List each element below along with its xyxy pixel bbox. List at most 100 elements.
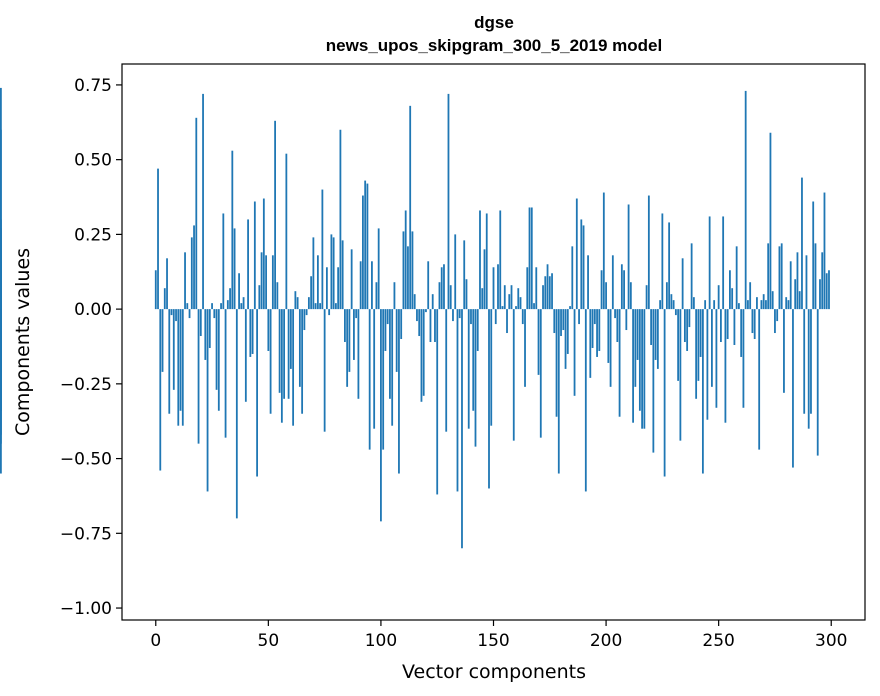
bar — [364, 180, 367, 310]
bar — [769, 132, 772, 310]
bar — [175, 309, 177, 322]
bar — [476, 309, 479, 351]
y-axis-ticks: 0.75 0.50 0.25 0.00 −0.25 −0.50 −0.75 −1.00 — [60, 76, 122, 619]
bar — [319, 303, 322, 310]
bar — [596, 309, 598, 357]
bar — [600, 270, 603, 310]
bar — [810, 309, 812, 414]
bar — [258, 285, 261, 310]
bar — [445, 309, 448, 432]
bar — [247, 219, 249, 310]
bar — [665, 282, 668, 310]
bar — [265, 255, 267, 310]
bar — [177, 309, 180, 426]
bar — [485, 213, 488, 310]
bar — [434, 309, 436, 342]
bar — [262, 198, 265, 310]
bar — [720, 309, 722, 342]
bar — [488, 309, 490, 489]
bar — [235, 309, 238, 519]
bar — [593, 309, 596, 325]
y-tick-label: 0.25 — [74, 225, 112, 245]
bar — [316, 255, 319, 310]
bar — [767, 243, 770, 310]
bar — [632, 309, 634, 423]
bar — [301, 309, 304, 414]
x-tick-label: 0 — [150, 631, 161, 651]
bar — [555, 309, 558, 417]
y-tick-label: 0.75 — [74, 76, 112, 96]
bar — [407, 246, 409, 310]
bar — [269, 309, 272, 414]
bar — [422, 309, 425, 396]
bar — [668, 222, 671, 310]
bar — [521, 309, 524, 325]
x-tick-label: 200 — [590, 631, 622, 651]
bar — [571, 246, 574, 310]
bar — [490, 309, 493, 426]
bar — [780, 243, 783, 310]
bar — [681, 258, 684, 310]
bar — [551, 273, 553, 310]
bar — [670, 294, 673, 310]
bar — [731, 288, 734, 310]
bar — [785, 297, 788, 310]
bar — [704, 300, 707, 310]
bar — [724, 309, 727, 423]
bar — [398, 309, 400, 474]
bar — [197, 309, 200, 444]
bar — [697, 309, 700, 381]
bar — [0, 129, 2, 310]
bar — [461, 309, 463, 549]
bar — [508, 294, 511, 310]
bar — [634, 309, 637, 387]
bar — [438, 282, 441, 310]
bar — [672, 300, 675, 310]
bar — [278, 309, 281, 393]
bar — [501, 306, 504, 310]
bar — [575, 198, 578, 310]
bar — [578, 309, 580, 325]
bar — [517, 288, 520, 310]
bar — [760, 300, 763, 310]
bar — [699, 309, 702, 357]
bar — [348, 309, 351, 372]
bar — [271, 255, 274, 310]
bar — [557, 309, 560, 474]
bar — [425, 309, 427, 313]
bar — [467, 309, 470, 429]
bar — [801, 177, 803, 310]
bar — [157, 168, 159, 310]
bar — [355, 309, 358, 319]
bar — [353, 309, 355, 360]
bar — [506, 309, 508, 334]
bar — [186, 303, 189, 310]
bar — [515, 306, 517, 310]
bar — [362, 195, 364, 310]
bar — [389, 309, 391, 399]
bar — [821, 252, 824, 310]
bar — [524, 309, 526, 387]
bar — [283, 309, 286, 399]
bar — [238, 273, 240, 310]
bar — [341, 240, 344, 310]
bar — [636, 309, 639, 360]
bar — [240, 303, 243, 310]
y-tick-label: 0.50 — [74, 151, 112, 171]
bar — [253, 201, 256, 310]
bar — [409, 105, 412, 310]
bar — [222, 213, 225, 310]
bar — [242, 297, 245, 310]
bar — [548, 276, 551, 310]
bar — [204, 309, 207, 360]
chart-subtitle: news_upos_skipgram_300_5_2019 model — [326, 36, 662, 55]
bar — [0, 309, 2, 334]
bar — [828, 270, 830, 310]
bar — [584, 309, 587, 492]
bar — [344, 309, 346, 342]
bar — [161, 309, 164, 372]
bar — [307, 297, 310, 310]
bar — [819, 279, 821, 310]
bar — [447, 93, 450, 310]
